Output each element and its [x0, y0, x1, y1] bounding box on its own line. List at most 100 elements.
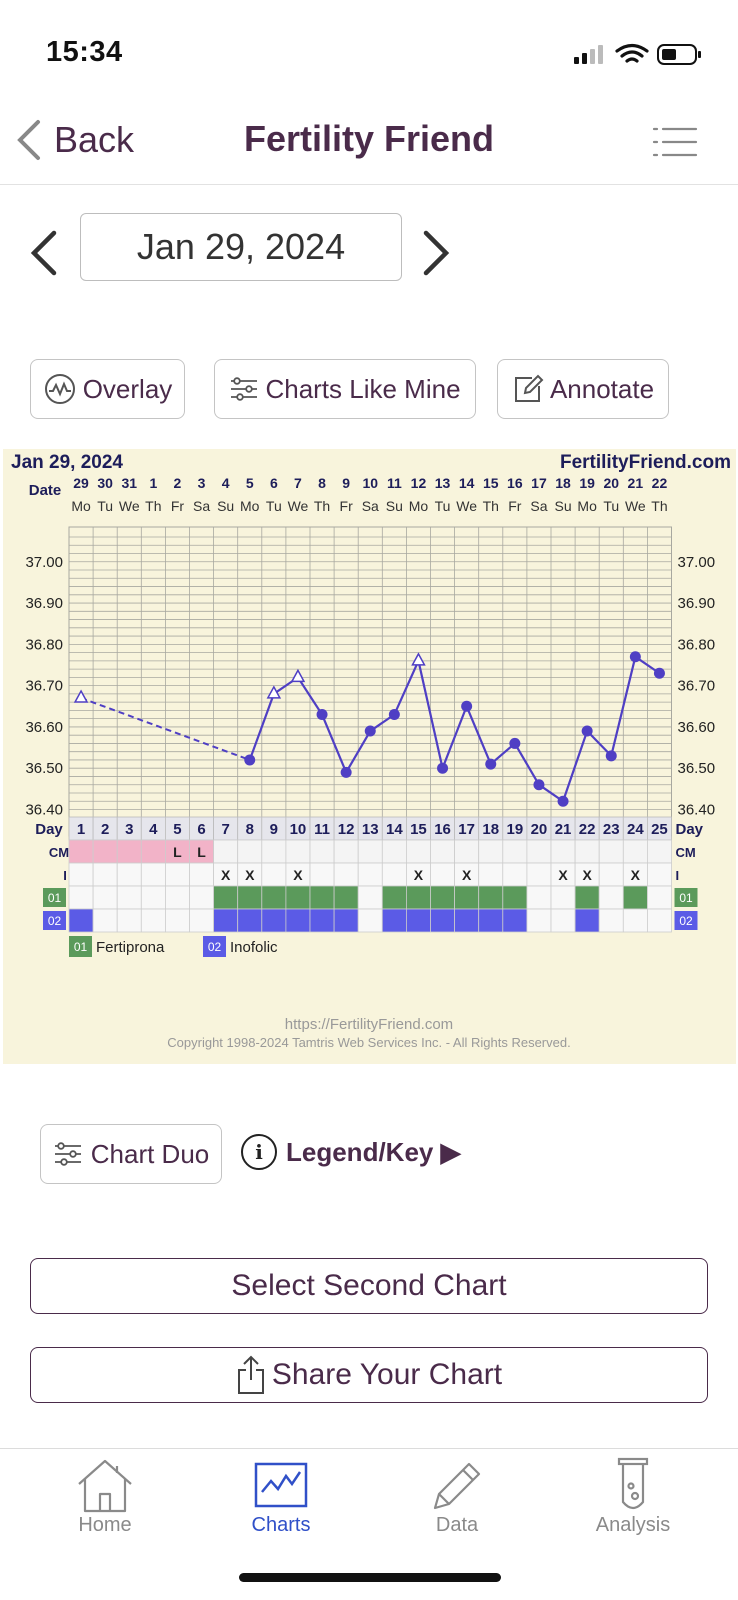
cm-cell	[647, 839, 672, 864]
weekday-tick-label: Fr	[171, 498, 185, 514]
intercourse-cell	[333, 862, 359, 887]
med-cell	[357, 885, 383, 910]
med-cell	[116, 885, 142, 910]
cm-cell	[622, 839, 648, 864]
wifi-icon	[615, 43, 649, 63]
annotate-label: Annotate	[549, 373, 655, 404]
i-row-label-right: I	[676, 868, 680, 883]
y-tick-label-left: 36.60	[25, 719, 63, 736]
cycle-day-label: 24	[627, 821, 644, 838]
date-tick-label: 2	[174, 475, 182, 491]
overlay-button[interactable]: Overlay	[30, 359, 185, 419]
temperature-point	[485, 758, 497, 770]
med-code-right: 01	[679, 891, 693, 905]
share-chart-button[interactable]: Share Your Chart	[30, 1347, 708, 1403]
y-tick-label-left: 36.40	[25, 801, 63, 818]
cycle-day-label: 16	[434, 821, 451, 838]
date-tick-label: 19	[579, 475, 595, 491]
plot-border	[68, 526, 672, 837]
cycle-day-label: 3	[125, 821, 133, 838]
date-tick-label: 14	[459, 475, 475, 491]
temperature-line	[248, 654, 661, 803]
date-selector[interactable]: Jan 29, 2024	[80, 213, 402, 281]
date-tick-label: 20	[603, 475, 619, 491]
temperature-point	[461, 700, 473, 712]
cycle-day-label: 25	[651, 821, 668, 838]
cm-cell	[550, 839, 576, 864]
tab-analysis[interactable]: Analysis	[568, 1456, 698, 1546]
cycle-day-label: 14	[386, 821, 403, 838]
cm-cell	[140, 839, 166, 864]
charts-like-mine-button[interactable]: Charts Like Mine	[214, 359, 476, 419]
sliders-icon	[231, 377, 258, 401]
cycle-day-label: 4	[149, 821, 158, 838]
intercourse-cell	[598, 862, 624, 887]
pencil-icon	[433, 1462, 481, 1510]
charts-like-mine-label: Charts Like Mine	[265, 373, 461, 404]
intercourse-cell	[309, 862, 335, 887]
annotate-button[interactable]: Annotate	[497, 359, 669, 419]
back-button[interactable]: Back	[14, 118, 134, 162]
intercourse-mark: X	[582, 867, 592, 883]
cycle-day-label: 13	[362, 821, 379, 838]
battery-icon	[657, 44, 701, 65]
weekday-tick-label: Sa	[530, 498, 547, 514]
test-tube-icon	[617, 1457, 649, 1510]
weekday-tick-label: Th	[651, 498, 667, 514]
cm-cell	[357, 839, 383, 864]
intercourse-mark: X	[558, 867, 568, 883]
select-second-chart-button[interactable]: Select Second Chart	[30, 1258, 708, 1314]
med-cell	[574, 885, 600, 910]
y-tick-label-right: 36.90	[678, 595, 716, 612]
prev-date-button[interactable]	[26, 228, 60, 278]
status-time: 15:34	[46, 36, 123, 68]
intercourse-cell	[502, 862, 528, 887]
temperature-point	[629, 651, 641, 663]
weekday-tick-label: Fr	[508, 498, 522, 514]
y-tick-label-right: 36.60	[678, 719, 716, 736]
weekday-tick-label: Su	[554, 498, 571, 514]
tabbar-divider	[0, 1448, 738, 1449]
sliders-icon	[54, 1142, 81, 1166]
intercourse-cell	[68, 862, 94, 887]
med-cell	[261, 908, 287, 933]
list-menu-icon[interactable]	[652, 126, 698, 158]
date-tick-label: 18	[555, 475, 571, 491]
date-tick-label: 17	[531, 475, 547, 491]
date-tick-label: 12	[411, 475, 427, 491]
next-date-button[interactable]	[420, 228, 454, 278]
med-cell	[237, 908, 263, 933]
weekday-tick-label: Mo	[240, 498, 260, 514]
status-icons	[574, 43, 701, 65]
y-tick-label-left: 37.00	[25, 554, 63, 571]
med-code-badge-right	[674, 911, 698, 930]
cm-row-label-right: CM	[676, 845, 696, 860]
med-cell	[405, 885, 431, 910]
temperature-point-open	[73, 689, 89, 703]
med-cell	[140, 908, 166, 933]
med-cell	[405, 908, 431, 933]
med-cell	[189, 885, 215, 910]
cm-cell	[430, 839, 456, 864]
cycle-day-label: 10	[290, 821, 307, 838]
med-cell	[478, 885, 504, 910]
med-cell	[622, 908, 648, 933]
med-cell	[164, 885, 190, 910]
legend-key-button[interactable]: i Legend/Key ▶	[240, 1133, 461, 1171]
temperature-point-open	[290, 668, 306, 683]
select-second-chart-label: Select Second Chart	[231, 1269, 507, 1302]
date-tick-label: 11	[387, 475, 402, 491]
tab-home[interactable]: Home	[40, 1456, 170, 1546]
y-tick-label-right: 36.40	[678, 801, 716, 818]
med-cell	[261, 885, 287, 910]
tab-charts[interactable]: Charts	[216, 1456, 346, 1546]
chart-duo-button[interactable]: Chart Duo	[40, 1124, 222, 1184]
med-cell	[430, 908, 456, 933]
date-tick-label: 29	[73, 475, 89, 491]
tab-data[interactable]: Data	[392, 1456, 522, 1546]
cm-cell	[309, 839, 335, 864]
home-indicator	[239, 1573, 501, 1582]
med-cell	[381, 885, 407, 910]
i-row-label-left: I	[63, 868, 67, 883]
cycle-day-label: 11	[314, 821, 330, 838]
